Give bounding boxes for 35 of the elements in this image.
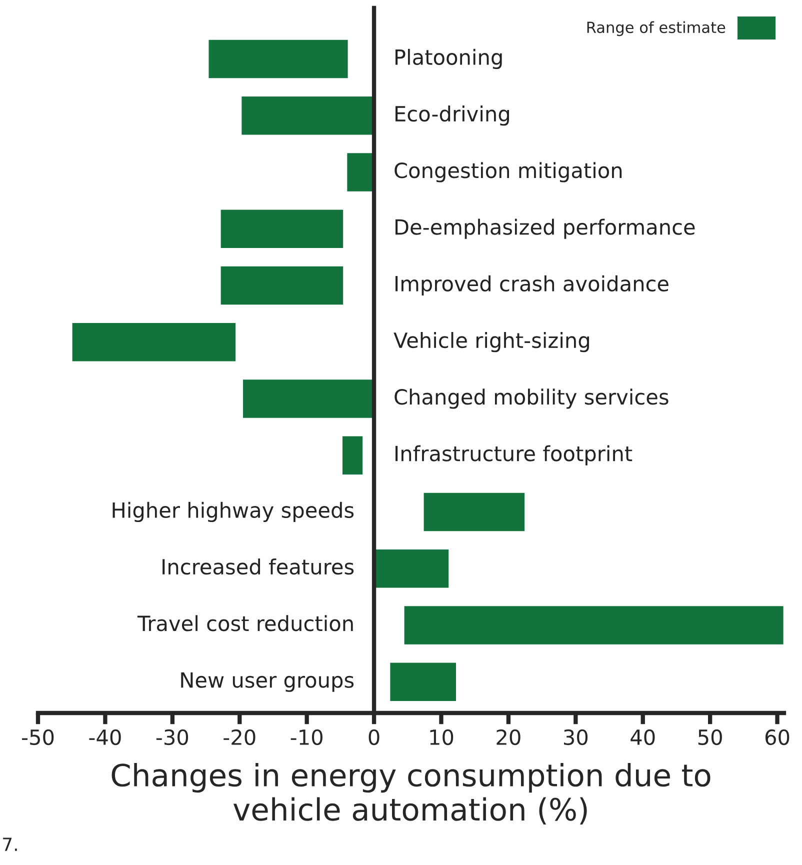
x-tick-label: 50: [698, 729, 722, 746]
x-tick-label: -20: [224, 729, 256, 746]
x-tick-label: 20: [496, 729, 520, 746]
legend-label: Range of estimate: [587, 21, 726, 36]
x-tick-label: 0: [368, 729, 380, 746]
y-tick-label: Increased features: [162, 558, 354, 575]
bar: [207, 38, 350, 80]
bar: [70, 322, 237, 363]
bar: [219, 264, 344, 306]
x-tick-label: 60: [765, 729, 790, 746]
y-tick-label: Congestion mitigation: [394, 162, 622, 182]
y-tick-label: Improved crash avoidance: [396, 275, 668, 296]
bar: [422, 491, 526, 532]
y-tick-label: Platooning: [396, 48, 502, 70]
bar: [341, 434, 364, 476]
bar: [388, 661, 458, 702]
bar: [402, 604, 784, 646]
x-tick-label: -30: [156, 729, 188, 746]
y-tick-label: Eco-driving: [396, 106, 509, 126]
x-tick-label: -40: [89, 729, 121, 746]
y-tick-label: Changed mobility services: [394, 388, 668, 409]
text: 7.: [3, 838, 17, 851]
x-axis-title: Changes in energy consumption due to vehicle automation (%): [112, 763, 710, 824]
x-tick-label: 30: [564, 729, 588, 746]
y-tick-label: De-emphasized performance: [396, 218, 695, 239]
x-tick-label: -50: [22, 729, 54, 746]
x-tick-label: -10: [290, 729, 322, 746]
bar: [219, 208, 344, 250]
y-tick-label: Travel cost reduction: [137, 615, 353, 632]
x-tick-label: 10: [430, 729, 454, 746]
x-tick-label: 40: [630, 729, 655, 746]
y-tick-label: Vehicle right-sizing: [394, 332, 589, 352]
y-tick-label: Higher highway speeds: [112, 502, 354, 522]
y-tick-label: Infrastructure footprint: [396, 445, 632, 466]
y-tick-label: New user groups: [181, 672, 354, 692]
